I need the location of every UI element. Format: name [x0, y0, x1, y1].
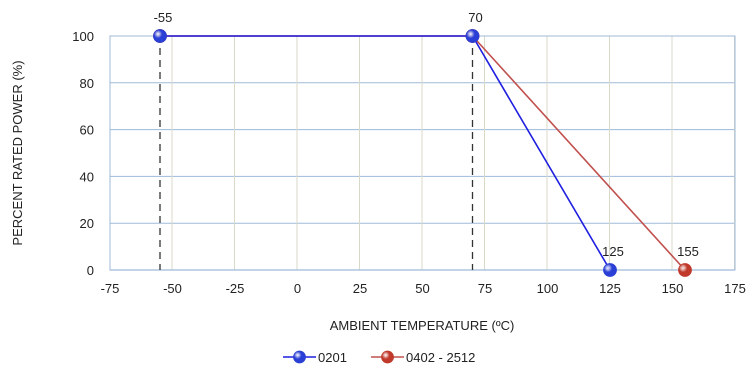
series-line-blue: [160, 35, 611, 271]
y-tick-label: 40: [80, 169, 94, 184]
y-axis-title: PERCENT RATED POWER (%): [10, 60, 25, 245]
grid-lines: [110, 35, 735, 270]
x-tick-label: -75: [101, 281, 120, 296]
y-tick-labels: 0 20 40 60 80 100: [72, 29, 94, 278]
data-point: [153, 29, 167, 43]
data-point: [603, 263, 617, 277]
series-markers: [153, 29, 692, 277]
data-label: 155: [677, 244, 699, 259]
legend-label: 0402 - 2512: [406, 350, 475, 365]
y-tick-label: 100: [72, 29, 94, 44]
x-tick-label: -25: [226, 281, 245, 296]
data-point: [678, 263, 692, 277]
x-tick-label: 50: [415, 281, 429, 296]
x-tick-label: 175: [724, 281, 746, 296]
legend-label: 0201: [318, 350, 347, 365]
legend-marker: [293, 350, 306, 364]
x-axis-title: AMBIENT TEMPERATURE (ºC): [330, 318, 515, 333]
data-labels: -55 70 125 155: [154, 10, 699, 259]
x-tick-label: 0: [294, 281, 301, 296]
reference-lines: [159, 36, 474, 270]
y-tick-label: 80: [80, 76, 94, 91]
y-tick-label: 60: [80, 123, 94, 138]
data-label: 70: [468, 10, 482, 25]
data-label: 125: [602, 244, 624, 259]
x-tick-label: 150: [662, 281, 684, 296]
x-tick-label: 125: [599, 281, 621, 296]
legend-marker: [381, 350, 394, 364]
y-tick-label: 20: [80, 216, 94, 231]
legend: 0201 0402 - 2512: [283, 350, 475, 365]
data-point: [465, 29, 480, 43]
x-tick-label: 25: [353, 281, 367, 296]
data-label: -55: [154, 10, 173, 25]
y-tick-label: 0: [87, 263, 94, 278]
x-tick-label: 100: [537, 281, 559, 296]
x-tick-labels: -75 -50 -25 0 25 50 75 100 125 150 175: [101, 281, 746, 296]
x-tick-label: 75: [478, 281, 492, 296]
x-tick-label: -50: [163, 281, 182, 296]
